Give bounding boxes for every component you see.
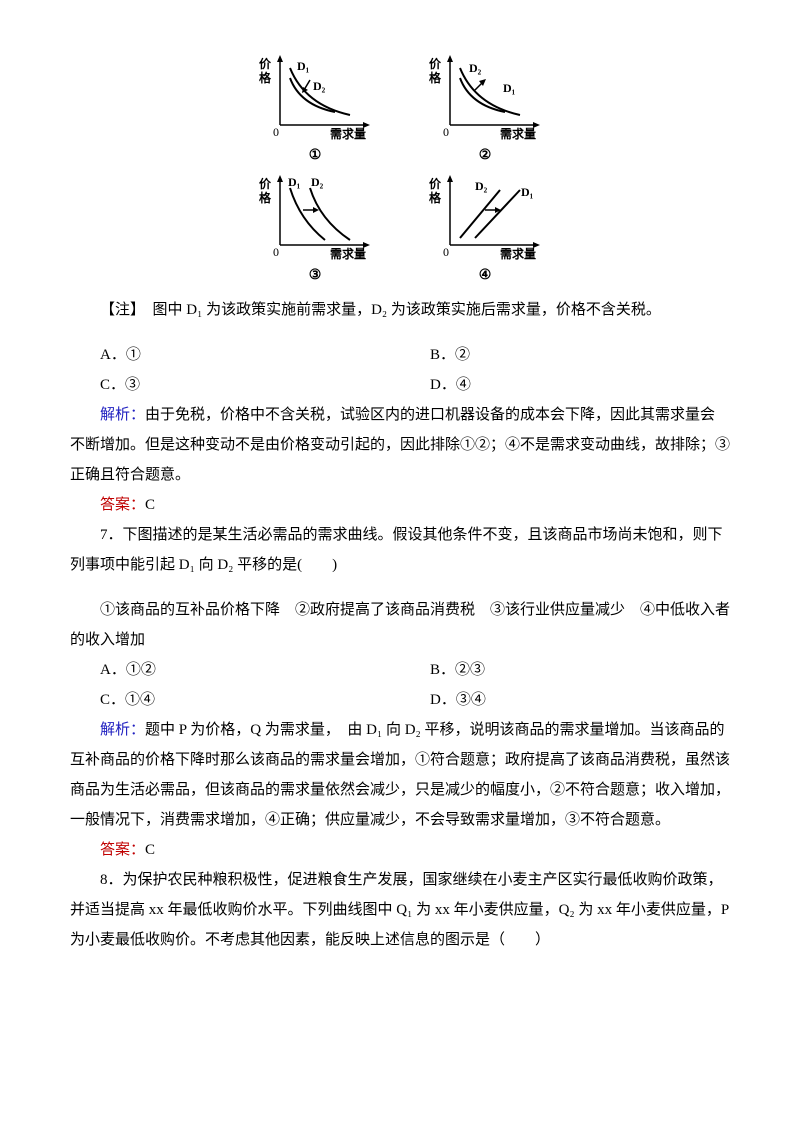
svg-text:格: 格 bbox=[259, 70, 272, 85]
q7-opt-b: B．②③ bbox=[400, 655, 730, 685]
q7-stem: 7．下图描述的是某生活必需品的需求曲线。假设其他条件不变，且该商品市场尚未饱和，… bbox=[70, 520, 730, 580]
q7-figure-placeholder bbox=[70, 580, 730, 595]
q6-options-row1: A．① B．② bbox=[70, 340, 730, 370]
svg-text:0: 0 bbox=[273, 125, 279, 139]
jiexi-label: 解析： bbox=[100, 407, 145, 423]
svg-text:D₁: D₁ bbox=[297, 59, 310, 73]
svg-text:0: 0 bbox=[443, 245, 449, 259]
chart-4-label: ④ bbox=[425, 262, 545, 290]
q6-options-row2: C．③ D．④ bbox=[70, 370, 730, 400]
q6-answer: 答案：C bbox=[70, 490, 730, 520]
q6-analysis: 解析：由于免税，价格中不含关税，试验区内的进口机器设备的成本会下降，因此其需求量… bbox=[70, 400, 730, 490]
svg-text:D₂: D₂ bbox=[311, 175, 324, 189]
svg-text:价: 价 bbox=[429, 177, 442, 191]
jiexi-label-7: 解析： bbox=[100, 722, 145, 738]
svg-text:0: 0 bbox=[273, 245, 279, 259]
svg-text:D₁: D₁ bbox=[503, 81, 516, 95]
svg-text:格: 格 bbox=[259, 190, 272, 205]
daan-label-7: 答案： bbox=[100, 842, 145, 858]
svg-text:价: 价 bbox=[259, 177, 272, 191]
chart-4: 价 格 0 需求量 D₂ D₁ ④ bbox=[425, 170, 545, 280]
q6-opt-b: B．② bbox=[400, 340, 730, 370]
svg-text:需求量: 需求量 bbox=[330, 246, 366, 260]
svg-text:0: 0 bbox=[443, 125, 449, 139]
q7-options-row1: A．①② B．②③ bbox=[70, 655, 730, 685]
q7-analysis: 解析：题中 P 为价格，Q 为需求量， 由 D₁ 向 D₂ 平移，说明该商品的需… bbox=[70, 715, 730, 835]
chart-3-label: ③ bbox=[255, 262, 375, 290]
note-text: 【注】 图中 D₁ 为该政策实施前需求量，D₂ 为该政策实施后需求量，价格不含关… bbox=[70, 295, 730, 325]
chart-1-label: ① bbox=[255, 142, 375, 170]
daan-label: 答案： bbox=[100, 497, 145, 513]
q8-stem: 8．为保护农民种粮积极性，促进粮食生产发展，国家继续在小麦主产区实行最低收购价政… bbox=[70, 865, 730, 955]
svg-text:D₂: D₂ bbox=[313, 79, 326, 93]
svg-text:价: 价 bbox=[429, 57, 442, 71]
svg-text:D₁: D₁ bbox=[521, 185, 534, 199]
q7-answer: 答案：C bbox=[70, 835, 730, 865]
q7-opt-c: C．①④ bbox=[70, 685, 400, 715]
q7-choices: ①该商品的互补品价格下降 ②政府提高了该商品消费税 ③该行业供应量减少 ④中低收… bbox=[70, 595, 730, 655]
svg-text:D₂: D₂ bbox=[469, 61, 482, 75]
q6-opt-a: A．① bbox=[70, 340, 400, 370]
q6-opt-c: C．③ bbox=[70, 370, 400, 400]
charts-row-1: 价 格 0 需求量 D₁ D₂ ① 价 格 0 需求量 bbox=[70, 50, 730, 160]
chart-3: 价 格 0 需求量 D₁ D₂ ③ bbox=[255, 170, 375, 280]
q7-options-row2: C．①④ D．③④ bbox=[70, 685, 730, 715]
q6-daan-text: C bbox=[145, 497, 155, 513]
chart-1: 价 格 0 需求量 D₁ D₂ ① bbox=[255, 50, 375, 160]
svg-text:D₂: D₂ bbox=[475, 179, 488, 193]
q7-opt-d: D．③④ bbox=[400, 685, 730, 715]
svg-text:需求量: 需求量 bbox=[500, 126, 536, 140]
q6-jiexi-text: 由于免税，价格中不含关税，试验区内的进口机器设备的成本会下降，因此其需求量会不断… bbox=[70, 407, 730, 483]
q7-jiexi-text: 题中 P 为价格，Q 为需求量， 由 D₁ 向 D₂ 平移，说明该商品的需求量增… bbox=[70, 722, 730, 828]
svg-text:格: 格 bbox=[429, 190, 442, 205]
svg-text:价: 价 bbox=[259, 57, 272, 71]
svg-text:D₁: D₁ bbox=[288, 175, 301, 189]
svg-text:格: 格 bbox=[429, 70, 442, 85]
q7-opt-a: A．①② bbox=[70, 655, 400, 685]
chart-2-label: ② bbox=[425, 142, 545, 170]
svg-text:需求量: 需求量 bbox=[330, 126, 366, 140]
q7-daan-text: C bbox=[145, 842, 155, 858]
charts-row-2: 价 格 0 需求量 D₁ D₂ ③ 价 格 0 需求量 bbox=[70, 170, 730, 280]
q6-opt-d: D．④ bbox=[400, 370, 730, 400]
chart-2: 价 格 0 需求量 D₂ D₁ ② bbox=[425, 50, 545, 160]
svg-text:需求量: 需求量 bbox=[500, 246, 536, 260]
